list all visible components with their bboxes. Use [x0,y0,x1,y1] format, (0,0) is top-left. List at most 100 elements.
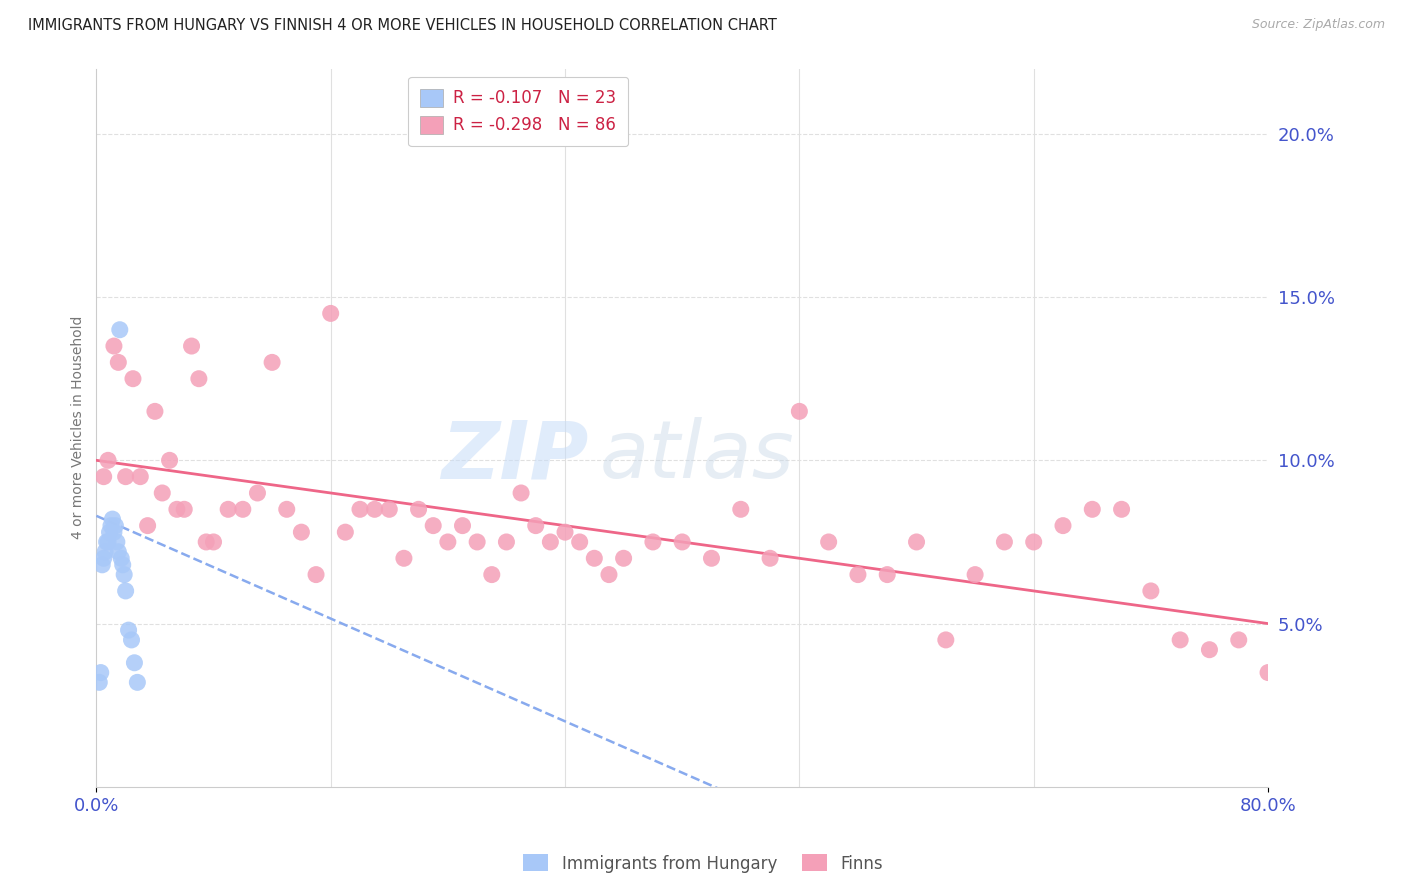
Point [114,469,136,483]
Point [100,518,122,533]
Point [789,404,811,418]
Point [114,583,136,598]
Point [349,502,371,516]
Legend: Immigrants from Hungary, Finns: Immigrants from Hungary, Finns [516,847,890,880]
Point [554,525,576,540]
Point [1374,665,1396,680]
Point [598,567,620,582]
Point [96,535,118,549]
Point [1140,583,1163,598]
Point [641,535,664,549]
Point [103,525,125,540]
Point [495,535,517,549]
Point [319,306,342,320]
Point [91,558,114,572]
Point [408,502,430,516]
Point [101,512,124,526]
Point [422,518,444,533]
Point [93,551,115,566]
Point [1301,616,1323,631]
Point [538,535,561,549]
Point [122,372,145,386]
Point [1257,665,1279,680]
Point [481,567,503,582]
Point [112,567,135,582]
Point [1111,502,1133,516]
Point [136,518,159,533]
Point [730,502,752,516]
Point [159,453,181,467]
Point [103,339,125,353]
Point [437,535,460,549]
Point [124,656,146,670]
Text: atlas: atlas [600,417,794,495]
Point [217,502,239,516]
Point [1360,642,1382,657]
Point [1271,486,1294,500]
Point [129,469,152,483]
Point [110,551,132,566]
Point [127,675,149,690]
Point [905,535,928,549]
Point [965,567,987,582]
Point [276,502,298,516]
Point [613,551,636,566]
Point [121,632,143,647]
Point [97,535,120,549]
Point [700,551,723,566]
Point [107,355,129,369]
Point [187,372,209,386]
Point [1022,535,1045,549]
Point [173,502,195,516]
Point [846,567,869,582]
Point [98,525,121,540]
Point [105,535,128,549]
Point [465,535,488,549]
Point [583,551,606,566]
Point [524,518,547,533]
Point [1286,567,1309,582]
Point [1344,681,1367,696]
Point [1052,518,1074,533]
Point [202,535,225,549]
Point [510,486,533,500]
Point [143,404,166,418]
Point [180,339,202,353]
Point [97,453,120,467]
Point [150,486,173,500]
Point [568,535,591,549]
Point [876,567,898,582]
Point [104,518,127,533]
Point [1330,642,1353,657]
Point [363,502,385,516]
Point [93,469,115,483]
Point [117,623,139,637]
Point [935,632,957,647]
Point [108,323,131,337]
Point [90,665,112,680]
Point [290,525,312,540]
Point [1316,486,1339,500]
Point [392,551,415,566]
Point [1403,225,1406,239]
Point [111,558,134,572]
Point [1227,632,1250,647]
Point [246,486,269,500]
Point [1081,502,1104,516]
Legend: R = -0.107   N = 23, R = -0.298   N = 86: R = -0.107 N = 23, R = -0.298 N = 86 [408,77,628,146]
Point [262,355,284,369]
Point [1168,632,1191,647]
Text: IMMIGRANTS FROM HUNGARY VS FINNISH 4 OR MORE VEHICLES IN HOUSEHOLD CORRELATION C: IMMIGRANTS FROM HUNGARY VS FINNISH 4 OR … [28,18,778,33]
Point [671,535,693,549]
Point [1389,567,1406,582]
Point [195,535,218,549]
Point [1198,642,1220,657]
Point [166,502,188,516]
Point [993,535,1015,549]
Text: ZIP: ZIP [441,417,589,495]
Point [451,518,474,533]
Y-axis label: 4 or more Vehicles in Household: 4 or more Vehicles in Household [72,316,86,540]
Text: Source: ZipAtlas.com: Source: ZipAtlas.com [1251,18,1385,31]
Point [232,502,254,516]
Point [759,551,782,566]
